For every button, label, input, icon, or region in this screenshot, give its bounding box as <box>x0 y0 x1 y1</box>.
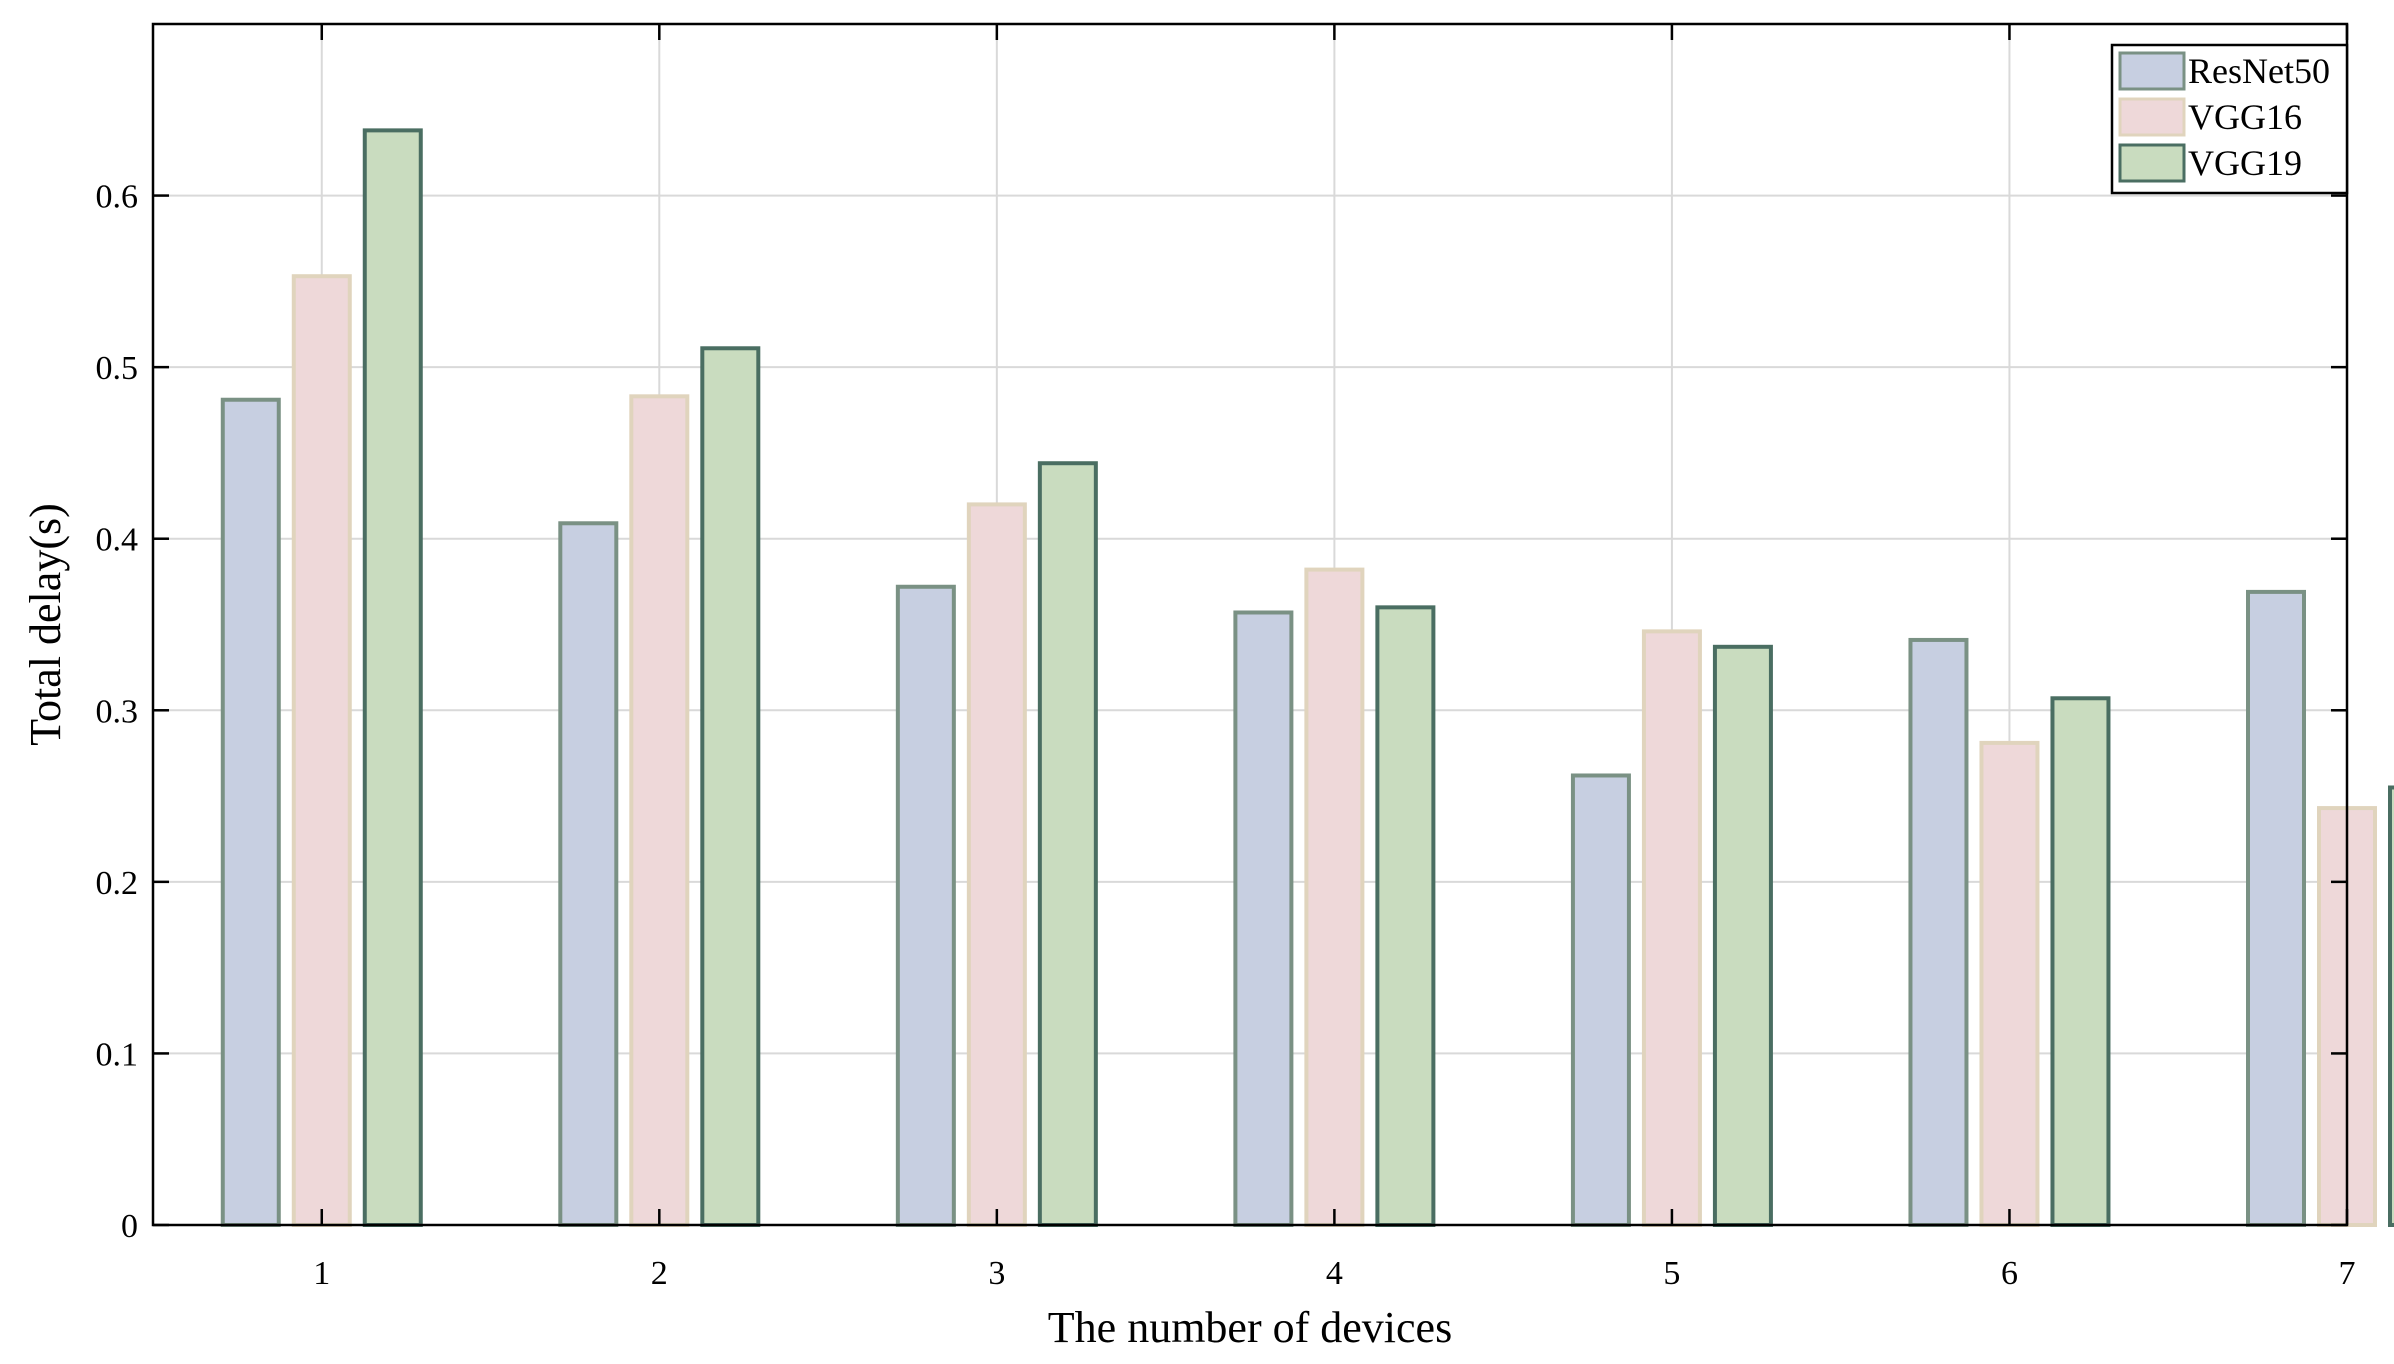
y-tick-labels: 0 0.1 0.2 0.3 0.4 0.5 0.6 <box>96 179 139 1245</box>
bar-vgg19-6 <box>2050 696 2111 1227</box>
legend-label-resnet50: ResNet50 <box>2188 51 2330 91</box>
bars <box>220 128 2394 1228</box>
x-tick-label: 3 <box>988 1255 1005 1292</box>
bar-resnet50-3 <box>895 584 956 1227</box>
y-tick-label: 0.5 <box>96 350 139 387</box>
y-tick-label: 0.1 <box>96 1036 139 1073</box>
bar-resnet50-5 <box>1570 773 1631 1227</box>
x-tick-label: 1 <box>313 1255 330 1292</box>
bar-vgg16-2 <box>629 394 690 1227</box>
legend: ResNet50 VGG16 VGG19 <box>2110 43 2349 195</box>
x-tick-label: 7 <box>2339 1255 2356 1292</box>
y-tick-label: 0.6 <box>96 179 139 216</box>
y-tick-label: 0.4 <box>96 522 139 559</box>
bar-vgg19-4 <box>1375 605 1436 1227</box>
x-tick-labels: 1 2 3 4 5 6 7 <box>313 1255 2355 1292</box>
y-axis-label: Total delay(s) <box>21 503 70 746</box>
bar-vgg16-6 <box>1979 740 2040 1227</box>
bar-resnet50-7 <box>2246 589 2306 1227</box>
legend-swatch-vgg16 <box>2118 97 2186 137</box>
plot-area-frame <box>151 22 2349 1227</box>
y-tick-label: 0 <box>121 1208 138 1245</box>
bar-vgg19-5 <box>1712 644 1773 1227</box>
x-tick-label: 5 <box>1663 1255 1680 1292</box>
bar-resnet50-4 <box>1233 610 1294 1227</box>
bar-vgg19-2 <box>700 346 761 1227</box>
y-tick-label: 0.2 <box>96 865 139 902</box>
x-axis-label: The number of devices <box>1048 1303 1452 1352</box>
bar-vgg19-3 <box>1037 461 1098 1228</box>
y-tick-label: 0.3 <box>96 693 139 730</box>
axis-ticks <box>153 24 2349 1227</box>
bar-resnet50-1 <box>220 397 281 1227</box>
bar-vgg19-7 <box>2388 785 2394 1227</box>
bar-vgg16-3 <box>966 502 1027 1227</box>
bar-vgg16-5 <box>1641 629 1702 1227</box>
bar-vgg19-1 <box>362 128 423 1228</box>
legend-swatch-vgg19 <box>2118 143 2186 183</box>
bar-resnet50-2 <box>558 521 619 1227</box>
legend-label-vgg16: VGG16 <box>2188 97 2302 137</box>
x-tick-label: 4 <box>1326 1255 1343 1292</box>
bar-resnet50-6 <box>1908 637 1969 1227</box>
bar-vgg16-4 <box>1304 567 1365 1227</box>
legend-label-vgg19: VGG19 <box>2188 143 2302 183</box>
x-tick-label: 6 <box>2001 1255 2018 1292</box>
x-tick-label: 2 <box>651 1255 668 1292</box>
legend-swatch-resnet50 <box>2118 51 2186 91</box>
bar-vgg16-1 <box>291 274 352 1227</box>
